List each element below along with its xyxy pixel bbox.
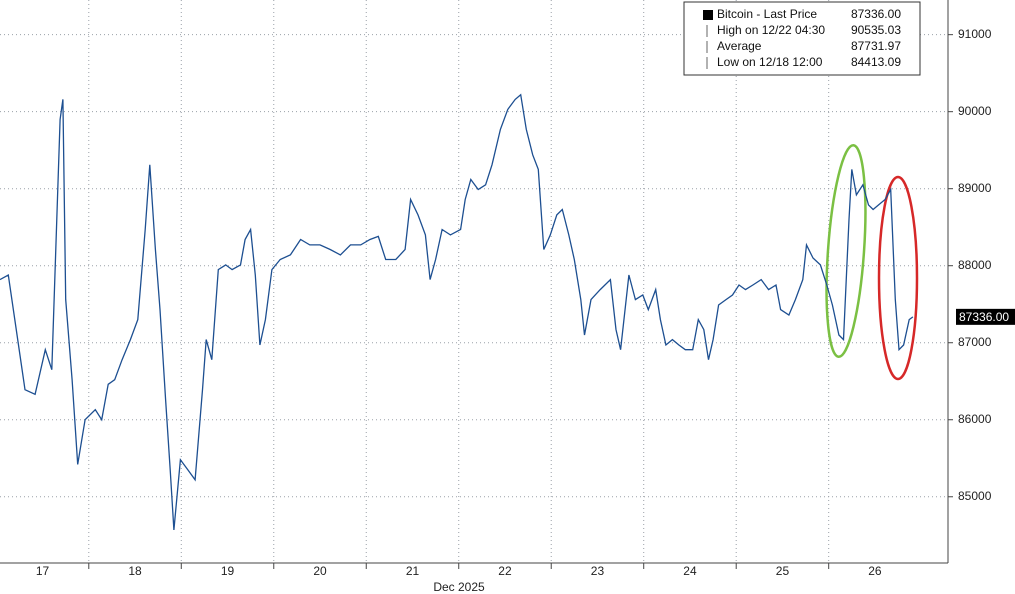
- x-axis-title: Dec 2025: [433, 580, 485, 594]
- x-tick-label: 18: [128, 564, 142, 578]
- highlight-red: [877, 175, 919, 381]
- y-tick-label: 87000: [958, 335, 992, 349]
- x-tick-label: 26: [868, 564, 882, 578]
- legend-value: 87336.00: [851, 7, 901, 21]
- x-tick-label: 22: [498, 564, 512, 578]
- x-tick-label: 20: [313, 564, 327, 578]
- y-tick-label: 85000: [958, 489, 992, 503]
- x-tick-label: 25: [776, 564, 790, 578]
- x-tick-label: 24: [683, 564, 697, 578]
- legend: Bitcoin - Last Price 87336.00 High on 12/2…: [683, 1, 921, 76]
- y-tick-label: 90000: [958, 104, 992, 118]
- legend-value: 87731.97: [851, 39, 901, 53]
- y-tick-label: 91000: [958, 27, 992, 41]
- legend-box: [683, 1, 921, 76]
- highlight-green: [825, 144, 867, 358]
- x-tick-label: 17: [36, 564, 50, 578]
- x-tick-label: 23: [591, 564, 605, 578]
- x-tick-label: 21: [406, 564, 420, 578]
- y-tick-label: 86000: [958, 412, 992, 426]
- legend-value: 90535.03: [851, 23, 901, 37]
- legend-label: Average: [717, 39, 762, 53]
- y-tick-label: 88000: [958, 258, 992, 272]
- legend-label: High on 12/22 04:30: [717, 23, 825, 37]
- legend-swatch: [703, 10, 713, 20]
- legend-value: 84413.09: [851, 55, 901, 69]
- legend-label: Bitcoin - Last Price: [717, 7, 817, 21]
- price-line: [0, 93, 914, 530]
- legend-label: Low on 12/18 12:00: [717, 55, 823, 69]
- y-tick-label: 89000: [958, 181, 992, 195]
- last-price-tag: [956, 308, 1015, 325]
- last-price-label: 87336.00: [959, 310, 1009, 324]
- x-tick-label: 19: [221, 564, 235, 578]
